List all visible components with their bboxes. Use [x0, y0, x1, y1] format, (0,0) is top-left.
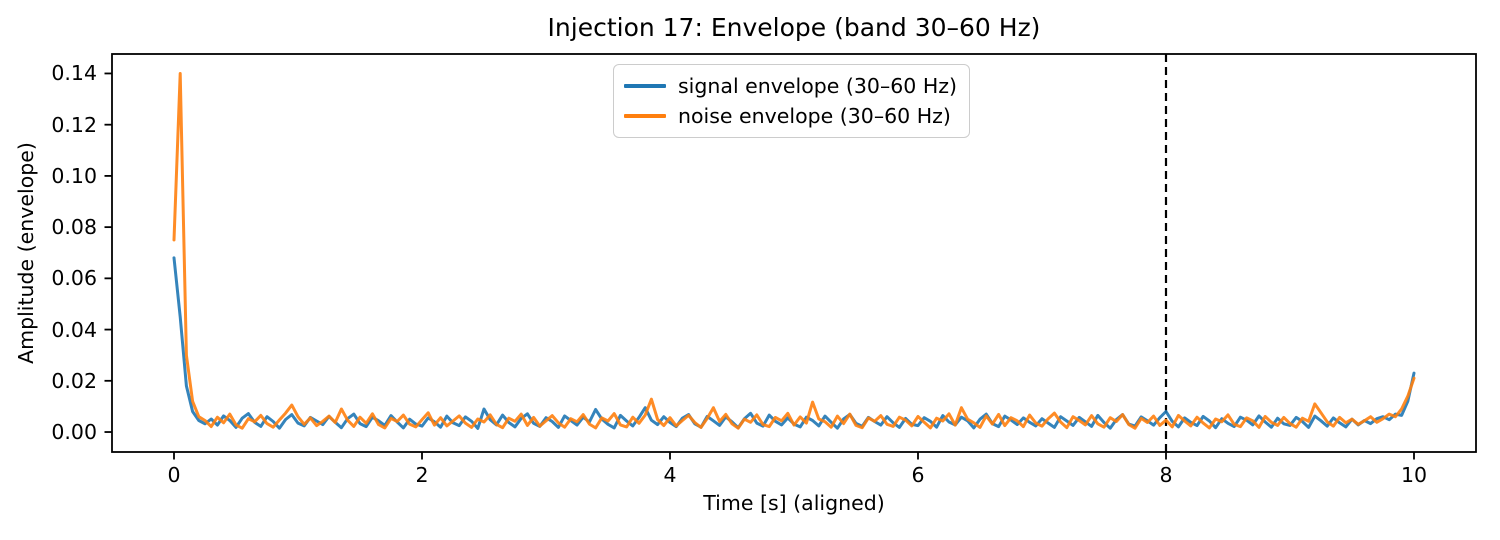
y-tick-label: 0.06 — [51, 266, 97, 291]
y-tick-label: 0.04 — [51, 317, 97, 342]
legend-item-noise: noise envelope (30–60 Hz) — [624, 103, 957, 129]
x-tick-label: 2 — [415, 463, 429, 487]
legend-label-signal: signal envelope (30–60 Hz) — [678, 74, 957, 98]
x-axis-label: Time [s] (aligned) — [703, 491, 885, 515]
x-tick-label: 8 — [1159, 463, 1173, 487]
y-tick-label: 0.10 — [51, 163, 97, 188]
y-tick-label: 0.02 — [51, 368, 97, 393]
y-tick-label: 0.14 — [51, 61, 97, 86]
chart-title: Injection 17: Envelope (band 30–60 Hz) — [547, 13, 1041, 42]
x-tick-label: 6 — [911, 463, 925, 487]
y-tick-label: 0.12 — [51, 112, 97, 137]
legend-label-noise: noise envelope (30–60 Hz) — [678, 104, 951, 128]
y-tick-label: 0.00 — [51, 420, 97, 445]
signal-line-swatch — [624, 84, 666, 88]
plot-frame — [111, 53, 1477, 453]
legend-item-signal: signal envelope (30–60 Hz) — [624, 73, 957, 99]
signal-envelope-line — [172, 256, 1416, 430]
x-tick-label: 10 — [1400, 463, 1428, 487]
noise-envelope-line — [172, 72, 1416, 430]
legend: signal envelope (30–60 Hz) noise envelop… — [613, 64, 970, 138]
x-tick-label: 0 — [167, 463, 181, 487]
noise-line-swatch — [624, 114, 666, 118]
y-tick-label: 0.08 — [51, 215, 97, 240]
x-tick-label: 4 — [663, 463, 677, 487]
